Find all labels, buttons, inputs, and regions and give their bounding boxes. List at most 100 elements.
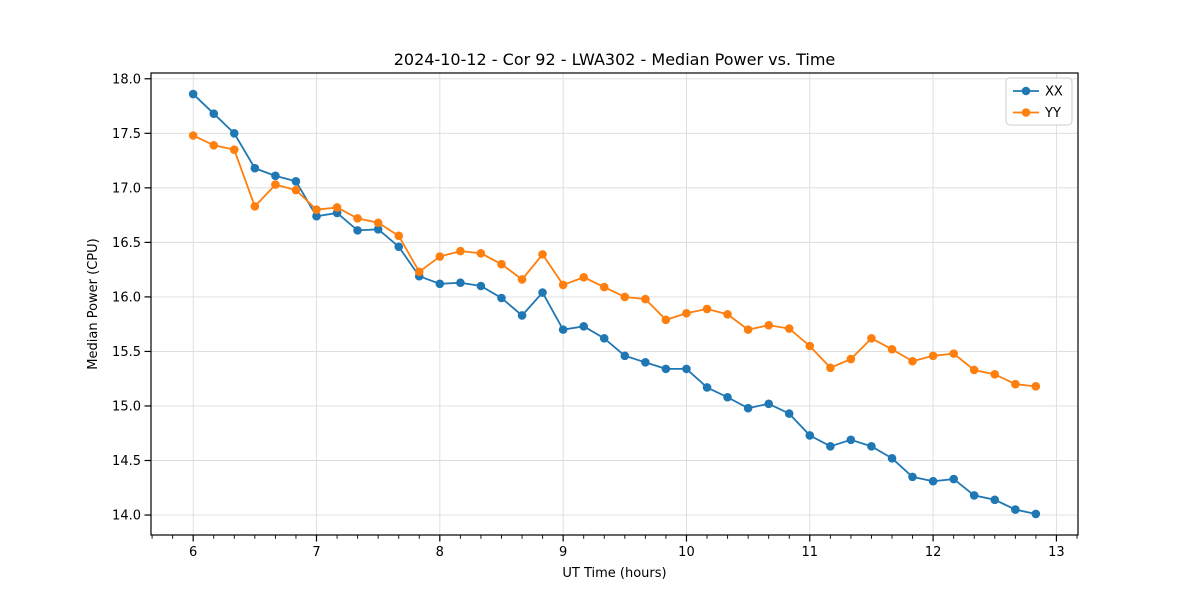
data-point-yy	[188, 131, 198, 140]
data-point-yy	[558, 280, 568, 290]
data-point-xx	[558, 325, 568, 334]
axes-frame	[150, 72, 1079, 536]
data-point-yy	[1031, 382, 1041, 391]
data-point-xx	[1031, 509, 1041, 519]
y-tick-label: 18.0	[112, 72, 141, 87]
data-point-yy	[784, 324, 794, 333]
legend-label-xx: XX	[1045, 85, 1063, 100]
data-point-yy	[990, 370, 1000, 379]
data-point-yy	[805, 341, 815, 351]
data-point-xx	[188, 89, 198, 99]
data-point-yy	[723, 310, 732, 319]
data-point-xx	[702, 383, 712, 392]
data-point-xx	[291, 177, 301, 186]
data-point-xx	[887, 454, 897, 463]
data-point-yy	[332, 203, 342, 212]
data-point-xx	[990, 495, 1000, 505]
data-point-yy	[867, 334, 876, 343]
y-tick-label: 16.0	[112, 290, 141, 305]
data-point-xx	[271, 171, 280, 181]
tick-labels: 6 7 8 9 10 11 12 13 14.0 14.5 15.0 15.5 16.0 16.5 17.0…	[112, 72, 1065, 560]
x-tick-label: 6	[189, 545, 197, 560]
legend: XX YY	[1005, 77, 1073, 126]
axis-ticks	[144, 78, 1078, 542]
data-point-yy	[353, 214, 362, 223]
data-point-xx	[928, 476, 938, 486]
data-point-xx	[846, 435, 856, 445]
y-tick-label: 16.5	[112, 236, 141, 251]
data-point-yy	[599, 282, 609, 292]
data-point-yy	[928, 351, 938, 361]
grid-lines	[151, 73, 1078, 535]
data-point-xx	[969, 491, 979, 500]
y-tick-label: 17.5	[112, 127, 141, 142]
y-axis-label: Median Power (CPU)	[86, 238, 101, 369]
data-point-yy	[312, 205, 321, 214]
data-point-yy	[456, 246, 465, 256]
data-point-yy	[887, 344, 897, 354]
data-point-xx	[435, 279, 445, 289]
data-point-yy	[373, 218, 383, 228]
data-point-xx	[682, 364, 691, 374]
data-point-xx	[764, 399, 774, 409]
data-point-xx	[908, 472, 917, 482]
data-point-yy	[414, 267, 424, 277]
data-point-xx	[517, 311, 527, 320]
data-point-yy	[1011, 379, 1020, 389]
legend-label-yy: YY	[1044, 106, 1061, 121]
data-point-yy	[764, 320, 774, 330]
legend-marker	[1021, 108, 1031, 117]
x-tick-label: 11	[802, 545, 819, 560]
data-point-xx	[661, 364, 671, 374]
data-point-xx	[805, 431, 815, 440]
data-point-yy	[908, 356, 917, 366]
data-point-yy	[291, 185, 301, 195]
y-tick-label: 14.0	[112, 509, 141, 524]
data-point-xx	[229, 129, 239, 138]
data-point-xx	[209, 109, 219, 118]
data-point-xx	[456, 278, 465, 288]
data-point-xx	[949, 474, 958, 484]
legend-marker	[1021, 86, 1031, 96]
y-tick-label: 15.0	[112, 399, 141, 414]
x-tick-label: 8	[436, 545, 444, 560]
data-point-xx	[394, 242, 404, 252]
y-tick-label: 15.5	[112, 345, 141, 360]
data-point-yy	[271, 180, 280, 189]
data-point-yy	[826, 363, 835, 373]
data-point-yy	[517, 275, 527, 284]
data-point-yy	[209, 141, 219, 150]
data-point-xx	[826, 442, 835, 451]
data-point-xx	[1011, 505, 1020, 514]
data-point-xx	[312, 211, 321, 221]
x-tick-label: 12	[925, 545, 942, 560]
data-point-yy	[682, 308, 691, 318]
data-point-yy	[229, 145, 239, 154]
data-point-xx	[538, 288, 547, 297]
data-point-xx	[743, 403, 753, 413]
data-point-yy	[969, 365, 979, 375]
data-point-xx	[250, 163, 260, 173]
data-point-xx	[620, 351, 630, 361]
y-tick-label: 17.0	[112, 181, 141, 196]
data-point-yy	[497, 259, 506, 269]
data-point-yy	[661, 315, 671, 325]
data-series	[188, 89, 1041, 519]
x-axis-label: UT Time (hours)	[562, 566, 666, 581]
data-point-yy	[579, 272, 589, 282]
plot-area	[151, 73, 1078, 535]
data-point-xx	[641, 358, 650, 367]
data-point-yy	[846, 354, 856, 364]
data-point-yy	[476, 248, 486, 258]
data-point-yy	[620, 292, 630, 302]
data-point-xx	[867, 442, 876, 451]
data-point-xx	[476, 281, 486, 291]
data-point-yy	[250, 202, 260, 211]
data-point-xx	[579, 322, 589, 331]
data-point-xx	[353, 226, 362, 235]
data-point-yy	[702, 304, 712, 314]
data-point-xx	[373, 224, 383, 234]
x-tick-label: 9	[559, 545, 567, 560]
